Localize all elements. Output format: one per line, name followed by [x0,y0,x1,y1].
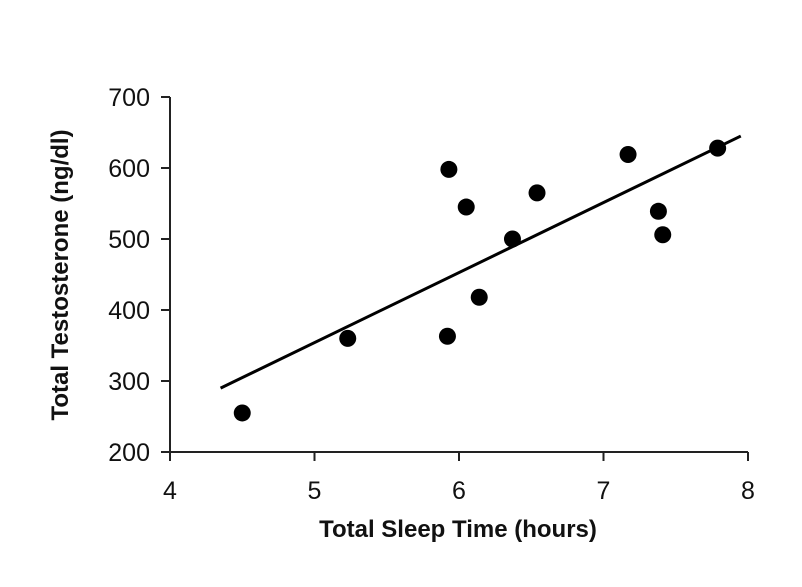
y-axis-title: Total Testosterone (ng/dl) [47,129,74,420]
x-tick-label: 5 [308,477,322,505]
data-point [649,202,667,220]
y-tick-label: 700 [108,84,150,112]
x-tick-label: 7 [597,477,611,505]
axes-layer: 200 300 400 500 600 700 4 5 6 7 8 [108,84,755,505]
y-tick-label: 400 [108,297,150,325]
data-point [654,226,672,244]
data-point [339,329,357,347]
x-tick-label: 6 [452,477,466,505]
points-layer [233,139,727,422]
data-point [619,146,637,164]
y-tick-label: 600 [108,155,150,183]
y-tick-label: 300 [108,368,150,396]
y-tick-label: 500 [108,226,150,254]
trendline [219,134,742,390]
data-point [709,139,727,157]
data-point [438,327,456,345]
data-point [503,230,521,248]
data-point [233,404,251,422]
x-tick-label: 8 [741,477,755,505]
x-axis-title: Total Sleep Time (hours) [319,516,597,543]
y-tick-label: 200 [108,439,150,467]
x-tick-label: 4 [163,477,177,505]
trendline-layer [219,134,742,390]
data-point [440,160,458,178]
data-point [470,288,488,306]
data-point [528,184,546,202]
data-point [457,198,475,216]
